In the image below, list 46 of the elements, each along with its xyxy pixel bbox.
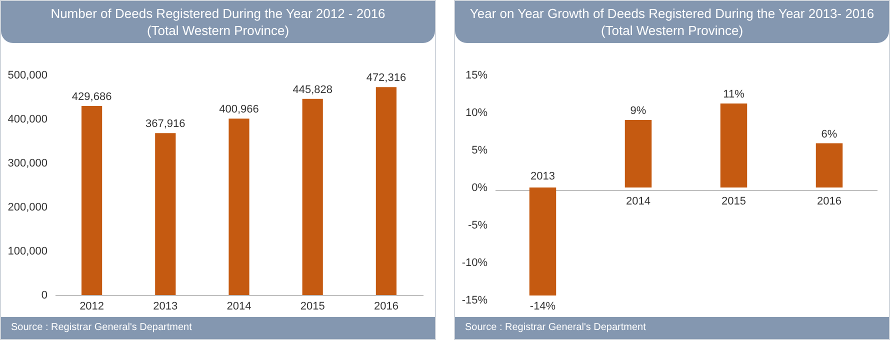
y-tick-label: 5% (472, 144, 488, 156)
data-label: 472,316 (366, 72, 406, 84)
data-label: 11% (723, 88, 745, 100)
data-label: -14% (530, 300, 556, 312)
chart-title: Year on Year Growth of Deeds Registered During the Year 2013- 2016 (470, 6, 874, 21)
y-tick-label: 100,000 (8, 246, 48, 258)
data-label: 400,966 (219, 104, 259, 116)
y-tick-label: 0% (472, 182, 488, 194)
source-note: Source : Registrar General's Department (465, 322, 646, 334)
x-tick-label: 2016 (817, 196, 842, 208)
data-label: 367,916 (146, 118, 186, 130)
x-tick-label: 2013 (530, 170, 555, 182)
x-tick-label: 2014 (626, 196, 650, 208)
data-label: 429,686 (72, 90, 112, 103)
x-tick-label: 2015 (722, 196, 746, 208)
bar (624, 120, 652, 188)
y-tick-label: 400,000 (8, 114, 48, 126)
bar (529, 188, 556, 296)
bar (228, 118, 250, 295)
x-tick-label: 2016 (374, 300, 398, 312)
y-tick-label: 0 (41, 290, 48, 302)
bar (720, 104, 748, 188)
chart-subtitle: (Total Western Province) (146, 23, 290, 38)
y-tick-label: 10% (465, 107, 488, 119)
data-label: 445,828 (292, 84, 332, 96)
chart-title: Number of Deeds Registered During the Year 2012 - 2016 (50, 6, 386, 21)
x-tick-label: 2014 (226, 300, 252, 312)
source-note: Source : Registrar General's Department (11, 322, 192, 334)
bar (376, 87, 397, 295)
chart-subtitle: (Total Western Province) (600, 23, 744, 38)
y-tick-label: -15% (462, 294, 488, 306)
y-tick-label: 500,000 (8, 70, 48, 82)
data-label: 6% (821, 128, 838, 140)
y-tick-label: -5% (468, 220, 488, 232)
x-tick-label: 2013 (153, 300, 178, 312)
bar (302, 98, 323, 295)
bar (155, 133, 176, 295)
bar (81, 106, 102, 295)
data-label: 9% (630, 105, 646, 117)
x-tick-label: 2015 (300, 300, 325, 312)
y-tick-label: -10% (462, 257, 488, 269)
y-tick-label: 200,000 (8, 202, 48, 214)
bar (816, 143, 843, 188)
y-tick-label: 300,000 (8, 158, 48, 170)
y-tick-label: 15% (465, 70, 488, 82)
x-tick-label: 2012 (80, 300, 104, 312)
